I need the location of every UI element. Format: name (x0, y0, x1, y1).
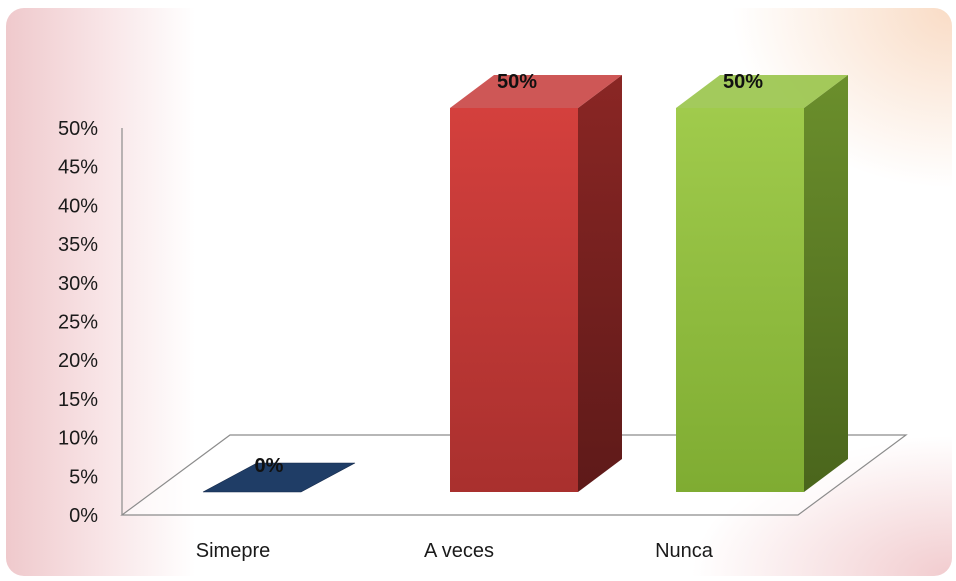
bar-simepre (202, 462, 356, 493)
bar-top-face (450, 75, 622, 108)
bars (202, 75, 848, 493)
y-tick-label: 50% (58, 118, 98, 140)
bar-top-face (676, 75, 848, 108)
x-category-label: A veces (424, 540, 494, 562)
y-tick-label: 5% (69, 466, 98, 488)
bar-top-face (202, 462, 356, 493)
bar-nunca (676, 75, 848, 492)
y-tick-label: 10% (58, 428, 98, 450)
bar-front-face (450, 108, 578, 492)
data-label: 50% (723, 71, 763, 93)
y-tick-label: 0% (69, 505, 98, 527)
y-tick-label: 45% (58, 157, 98, 179)
bar-front-face (676, 108, 804, 492)
bar-side-face (578, 75, 622, 492)
y-tick-label: 20% (58, 350, 98, 372)
bar-a-veces (450, 75, 622, 492)
y-tick-label: 15% (58, 389, 98, 411)
y-tick-label: 30% (58, 273, 98, 295)
y-tick-label: 40% (58, 195, 98, 217)
data-label: 50% (497, 71, 537, 93)
x-axis-categories: Simepre A veces Nunca (196, 540, 714, 562)
x-category-label: Simepre (196, 540, 270, 562)
x-category-label: Nunca (655, 540, 714, 562)
data-label: 0% (255, 455, 284, 477)
y-tick-label: 35% (58, 234, 98, 256)
y-tick-label: 25% (58, 312, 98, 334)
bar-side-face (804, 75, 848, 492)
data-labels: 0% 50% 50% (255, 71, 764, 477)
y-axis-ticks: 0% 5% 10% 15% 20% 25% 30% 35% 40% 45% 50% (58, 118, 98, 527)
